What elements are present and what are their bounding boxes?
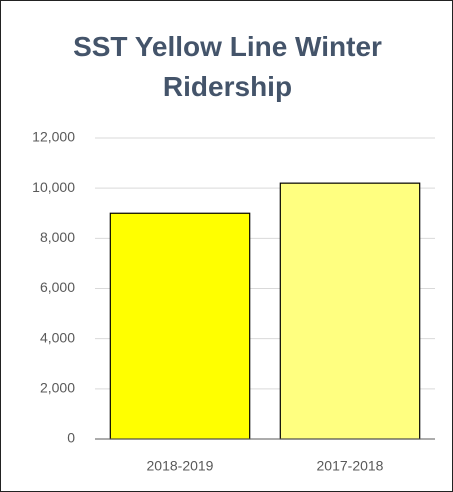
x-tick-label: 2017-2018 xyxy=(317,458,384,474)
bar xyxy=(109,212,251,440)
y-tick-label: 6,000 xyxy=(40,279,75,295)
y-tick-label: 10,000 xyxy=(32,179,75,195)
bar xyxy=(279,182,421,440)
chart-title: SST Yellow Line Winter Ridership xyxy=(73,31,382,102)
y-tick-label: 8,000 xyxy=(40,229,75,245)
y-tick-label: 4,000 xyxy=(40,329,75,345)
y-tick-label: 2,000 xyxy=(40,380,75,396)
y-tick-label: 0 xyxy=(67,430,75,446)
x-tick-label: 2018-2019 xyxy=(147,458,214,474)
y-tick-label: 12,000 xyxy=(32,129,75,145)
